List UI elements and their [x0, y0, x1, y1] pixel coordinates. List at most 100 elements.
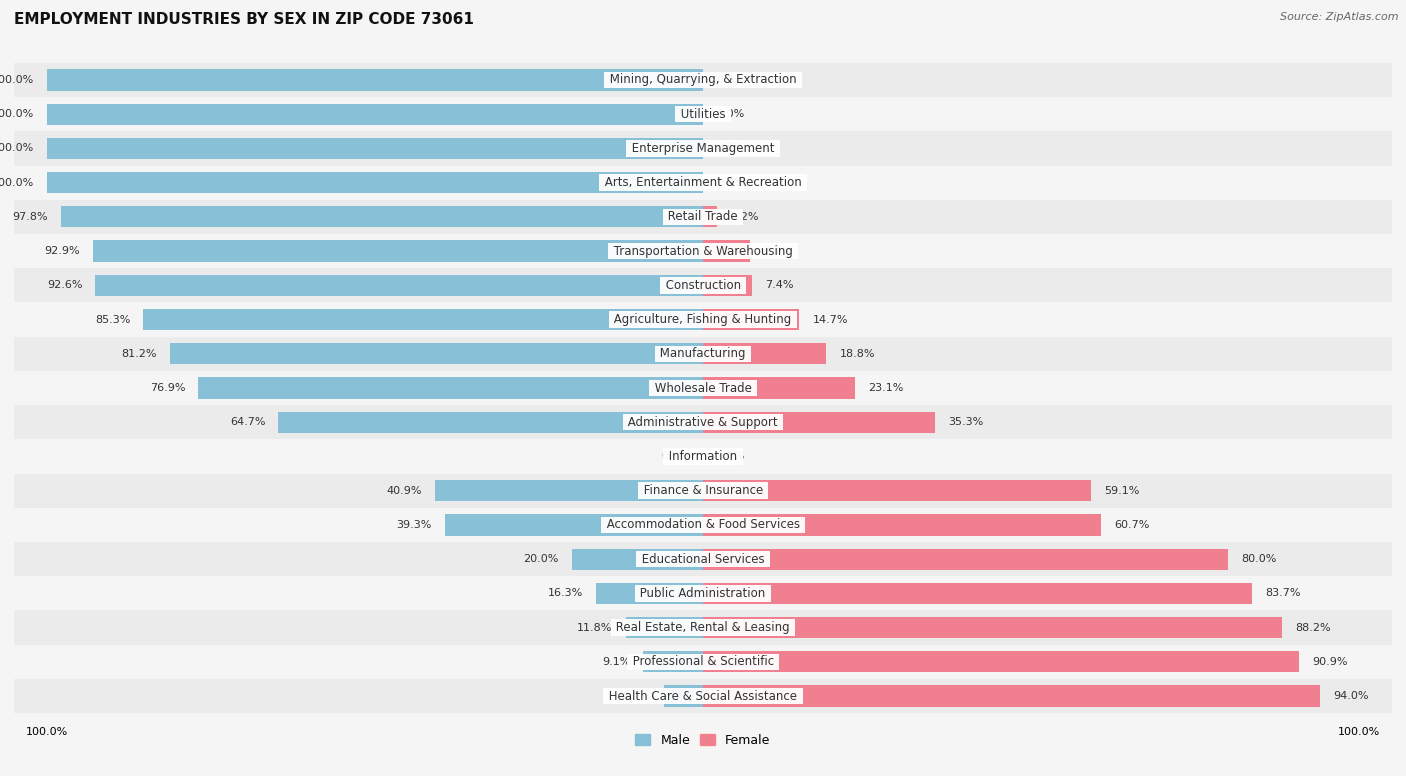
Bar [14, 268, 1392, 303]
Text: Public Administration: Public Administration [637, 587, 769, 600]
Text: Utilities: Utilities [676, 108, 730, 121]
Text: 9.1%: 9.1% [602, 656, 630, 667]
Bar [62, 206, 703, 227]
Bar [572, 549, 703, 570]
Text: Wholesale Trade: Wholesale Trade [651, 382, 755, 394]
Bar [14, 508, 1392, 542]
Text: 97.8%: 97.8% [13, 212, 48, 222]
Text: Enterprise Management: Enterprise Management [628, 142, 778, 155]
Bar [703, 206, 717, 227]
Text: Construction: Construction [662, 279, 744, 292]
Bar [278, 411, 703, 433]
Bar [703, 514, 1101, 535]
Bar [46, 104, 703, 125]
Bar [596, 583, 703, 604]
Bar [170, 343, 703, 365]
Text: Arts, Entertainment & Recreation: Arts, Entertainment & Recreation [600, 176, 806, 189]
Bar [14, 645, 1392, 679]
Bar [703, 275, 752, 296]
Bar [198, 377, 703, 399]
Bar [14, 165, 1392, 199]
Bar [703, 309, 800, 330]
Text: Health Care & Social Assistance: Health Care & Social Assistance [605, 690, 801, 702]
Text: Administrative & Support: Administrative & Support [624, 416, 782, 428]
Bar [626, 617, 703, 638]
Text: 0.0%: 0.0% [716, 75, 744, 85]
Bar [46, 69, 703, 91]
Text: Real Estate, Rental & Leasing: Real Estate, Rental & Leasing [612, 621, 794, 634]
Text: 59.1%: 59.1% [1104, 486, 1139, 496]
Text: Agriculture, Fishing & Hunting: Agriculture, Fishing & Hunting [610, 313, 796, 326]
Bar [14, 405, 1392, 439]
Bar [96, 275, 703, 296]
Text: 20.0%: 20.0% [523, 554, 558, 564]
Bar [14, 303, 1392, 337]
Text: 2.2%: 2.2% [731, 212, 759, 222]
Text: 39.3%: 39.3% [396, 520, 432, 530]
Bar [703, 377, 855, 399]
Text: 92.9%: 92.9% [45, 246, 80, 256]
Bar [14, 577, 1392, 611]
Text: 64.7%: 64.7% [229, 417, 266, 428]
Bar [14, 439, 1392, 473]
Text: 100.0%: 100.0% [0, 109, 34, 120]
Text: 11.8%: 11.8% [576, 622, 613, 632]
Text: 7.1%: 7.1% [762, 246, 792, 256]
Text: 0.0%: 0.0% [716, 178, 744, 188]
Text: Professional & Scientific: Professional & Scientific [628, 655, 778, 668]
Bar [703, 241, 749, 262]
Text: Finance & Insurance: Finance & Insurance [640, 484, 766, 497]
Bar [14, 473, 1392, 508]
Text: Information: Information [665, 450, 741, 463]
Legend: Male, Female: Male, Female [630, 729, 776, 752]
Bar [14, 97, 1392, 131]
Bar [703, 583, 1253, 604]
Bar [703, 480, 1091, 501]
Bar [14, 234, 1392, 268]
Bar [46, 138, 703, 159]
Bar [703, 411, 935, 433]
Bar [446, 514, 703, 535]
Text: 85.3%: 85.3% [94, 314, 131, 324]
Bar [46, 172, 703, 193]
Text: Educational Services: Educational Services [638, 553, 768, 566]
Text: 83.7%: 83.7% [1265, 588, 1301, 598]
Bar [14, 542, 1392, 577]
Bar [434, 480, 703, 501]
Bar [703, 651, 1299, 672]
Bar [14, 371, 1392, 405]
Text: 100.0%: 100.0% [0, 144, 34, 154]
Text: 92.6%: 92.6% [46, 280, 83, 290]
Bar [644, 651, 703, 672]
Text: Accommodation & Food Services: Accommodation & Food Services [603, 518, 803, 532]
Text: Manufacturing: Manufacturing [657, 348, 749, 360]
Text: Source: ZipAtlas.com: Source: ZipAtlas.com [1281, 12, 1399, 22]
Bar [14, 611, 1392, 645]
Text: Transportation & Warehousing: Transportation & Warehousing [610, 244, 796, 258]
Text: 76.9%: 76.9% [150, 383, 186, 393]
Bar [703, 617, 1282, 638]
Bar [14, 337, 1392, 371]
Bar [664, 685, 703, 707]
Text: 88.2%: 88.2% [1295, 622, 1330, 632]
Text: 18.8%: 18.8% [839, 348, 875, 359]
Bar [703, 343, 827, 365]
Bar [14, 679, 1392, 713]
Text: 23.1%: 23.1% [868, 383, 903, 393]
Text: 0.0%: 0.0% [716, 109, 744, 120]
Bar [143, 309, 703, 330]
Text: 0.0%: 0.0% [716, 144, 744, 154]
Text: 81.2%: 81.2% [121, 348, 157, 359]
Text: 94.0%: 94.0% [1333, 691, 1368, 701]
Bar [14, 199, 1392, 234]
Bar [93, 241, 703, 262]
Bar [703, 549, 1227, 570]
Bar [14, 131, 1392, 165]
Text: 60.7%: 60.7% [1115, 520, 1150, 530]
Text: 100.0%: 100.0% [0, 178, 34, 188]
Text: 90.9%: 90.9% [1313, 656, 1348, 667]
Text: 80.0%: 80.0% [1241, 554, 1277, 564]
Text: 100.0%: 100.0% [0, 75, 34, 85]
Text: 6.0%: 6.0% [623, 691, 651, 701]
Text: 0.0%: 0.0% [662, 452, 690, 462]
